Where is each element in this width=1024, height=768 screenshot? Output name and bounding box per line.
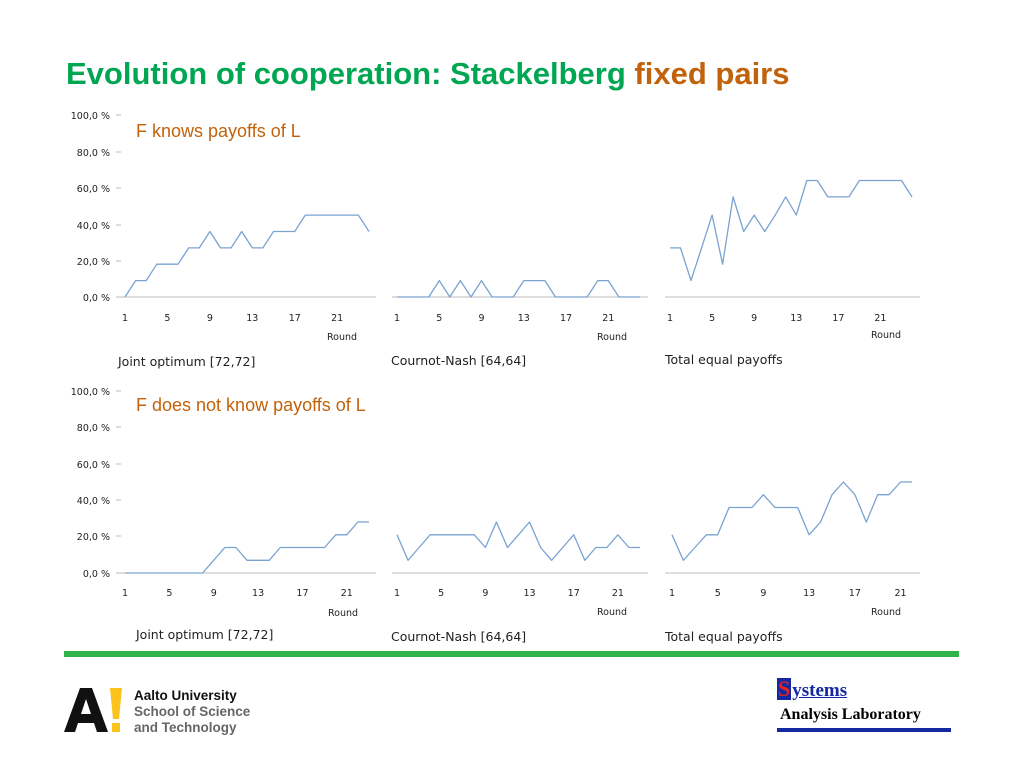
x-tick-label: 17 (289, 313, 301, 324)
sal-systems-text: ystems (792, 680, 848, 701)
x-tick-label: 9 (207, 313, 213, 324)
x-tick-label: 5 (438, 588, 444, 599)
y-tick-label: 80,0 % (77, 423, 110, 434)
x-tick-label: 5 (436, 313, 442, 324)
sal-lab-name: Analysis Laboratory (780, 706, 921, 723)
condition-label-2: F does not know payoffs of L (136, 395, 366, 415)
x-tick-label: 1 (122, 588, 128, 599)
panel-joint-optimum-known: Round Joint optimum [72,72] 1 5 9 13 17 21 (117, 214, 376, 369)
panel-joint-optimum-unknown: Round Joint optimum [72,72] 1 5 9 13 17 21 (120, 521, 376, 642)
y-tick-label: 0,0 % (83, 293, 110, 304)
x-tick-label: 17 (849, 588, 861, 599)
x-tick-label: 1 (669, 588, 675, 599)
x-tick-label: 5 (715, 588, 721, 599)
panel-label: Joint optimum [72,72] (117, 354, 255, 369)
x-tick-label: 9 (482, 588, 488, 599)
y-tick-label: 100,0 % (71, 387, 110, 398)
title-highlight: fixed pairs (634, 56, 790, 91)
x-axis-title: Round (328, 608, 358, 619)
series-line (125, 521, 369, 574)
panel-cournot-nash-known: Round Cournot-Nash [64,64] 1 5 9 13 17 21 (391, 279, 648, 368)
condition-label-1: F knows payoffs of L (136, 121, 301, 141)
y-tick-label: 60,0 % (77, 184, 110, 195)
x-tick-label: 5 (709, 313, 715, 324)
panel-label: Cournot-Nash [64,64] (391, 353, 526, 368)
university-name: Aalto University (134, 688, 237, 703)
series-line (671, 481, 912, 561)
x-tick-label: 17 (296, 588, 308, 599)
x-axis-title: Round (597, 332, 627, 343)
sal-underline (777, 728, 951, 732)
x-tick-label: 1 (667, 313, 673, 324)
y-tick-label: 20,0 % (77, 532, 110, 543)
x-tick-label: 9 (751, 313, 757, 324)
x-tick-label: 9 (760, 588, 766, 599)
x-tick-label: 21 (331, 313, 343, 324)
y-tick-label: 100,0 % (71, 111, 110, 122)
x-axis-title: Round (871, 330, 901, 341)
green-divider (64, 651, 959, 657)
series-line (124, 214, 370, 298)
y-tick-label: 0,0 % (83, 569, 110, 580)
x-axis-title: Round (327, 332, 357, 343)
panel-total-equal-known: Round Total equal payoffs 1 5 9 13 17 21 (664, 179, 920, 367)
panel-cournot-nash-unknown: Round Cournot-Nash [64,64] 1 5 9 13 17 21 (391, 521, 648, 644)
panel-total-equal-unknown: Round Total equal payoffs 1 5 9 13 17 21 (664, 481, 920, 644)
x-tick-label: 13 (518, 313, 530, 324)
y-tick-label: 40,0 % (77, 496, 110, 507)
x-tick-label: 21 (612, 588, 624, 599)
y-ticks-row-2 (116, 390, 121, 574)
x-tick-label: 21 (341, 588, 353, 599)
school-name-2: and Technology (134, 720, 237, 735)
x-tick-label: 13 (523, 588, 535, 599)
panel-label: Total equal payoffs (664, 629, 783, 644)
school-name-1: School of Science (134, 704, 251, 719)
charts-area: F knows payoffs of L 0,0 % 20,0 % 40,0 %… (71, 111, 920, 644)
x-tick-label: 17 (568, 588, 580, 599)
x-axis-title: Round (597, 607, 627, 618)
y-tick-label: 40,0 % (77, 221, 110, 232)
row-1: F knows payoffs of L 0,0 % 20,0 % 40,0 %… (71, 111, 920, 369)
panel-label: Joint optimum [72,72] (135, 627, 273, 642)
x-tick-label: 21 (874, 313, 886, 324)
x-tick-label: 13 (246, 313, 258, 324)
series-line (397, 279, 640, 298)
aalto-wordmark: Aalto University School of Science and T… (134, 688, 250, 736)
x-tick-label: 13 (790, 313, 802, 324)
x-tick-label: 5 (164, 313, 170, 324)
x-tick-label: 21 (602, 313, 614, 324)
x-tick-label: 17 (832, 313, 844, 324)
y-ticks-row-1 (116, 114, 121, 298)
aalto-logo-icon (64, 688, 122, 732)
panel-label: Total equal payoffs (664, 352, 783, 367)
x-axis-title: Round (871, 607, 901, 618)
x-tick-label: 17 (560, 313, 572, 324)
y-tick-label: 20,0 % (77, 257, 110, 268)
x-tick-label: 1 (122, 313, 128, 324)
sal-initial: S (777, 676, 792, 701)
y-axis-row-2: 0,0 % 20,0 % 40,0 % 60,0 % 80,0 % 100,0 … (71, 387, 110, 580)
x-tick-label: 21 (895, 588, 907, 599)
panel-label: Cournot-Nash [64,64] (391, 629, 526, 644)
y-tick-label: 80,0 % (77, 148, 110, 159)
row-2: F does not know payoffs of L 0,0 % 20,0 … (71, 387, 920, 644)
x-tick-label: 9 (211, 588, 217, 599)
series-line (670, 179, 913, 282)
title-main: Evolution of cooperation: Stackelberg (66, 56, 626, 91)
x-tick-label: 13 (803, 588, 815, 599)
x-tick-label: 1 (394, 588, 400, 599)
x-tick-label: 5 (166, 588, 172, 599)
slide-title: Evolution of cooperation: Stackelberg fi… (66, 56, 789, 92)
series-line (396, 521, 640, 561)
x-tick-label: 13 (252, 588, 264, 599)
y-tick-label: 60,0 % (77, 460, 110, 471)
x-tick-label: 9 (478, 313, 484, 324)
y-axis-row-1: 0,0 % 20,0 % 40,0 % 60,0 % 80,0 % 100,0 … (71, 111, 110, 304)
x-tick-label: 1 (394, 313, 400, 324)
